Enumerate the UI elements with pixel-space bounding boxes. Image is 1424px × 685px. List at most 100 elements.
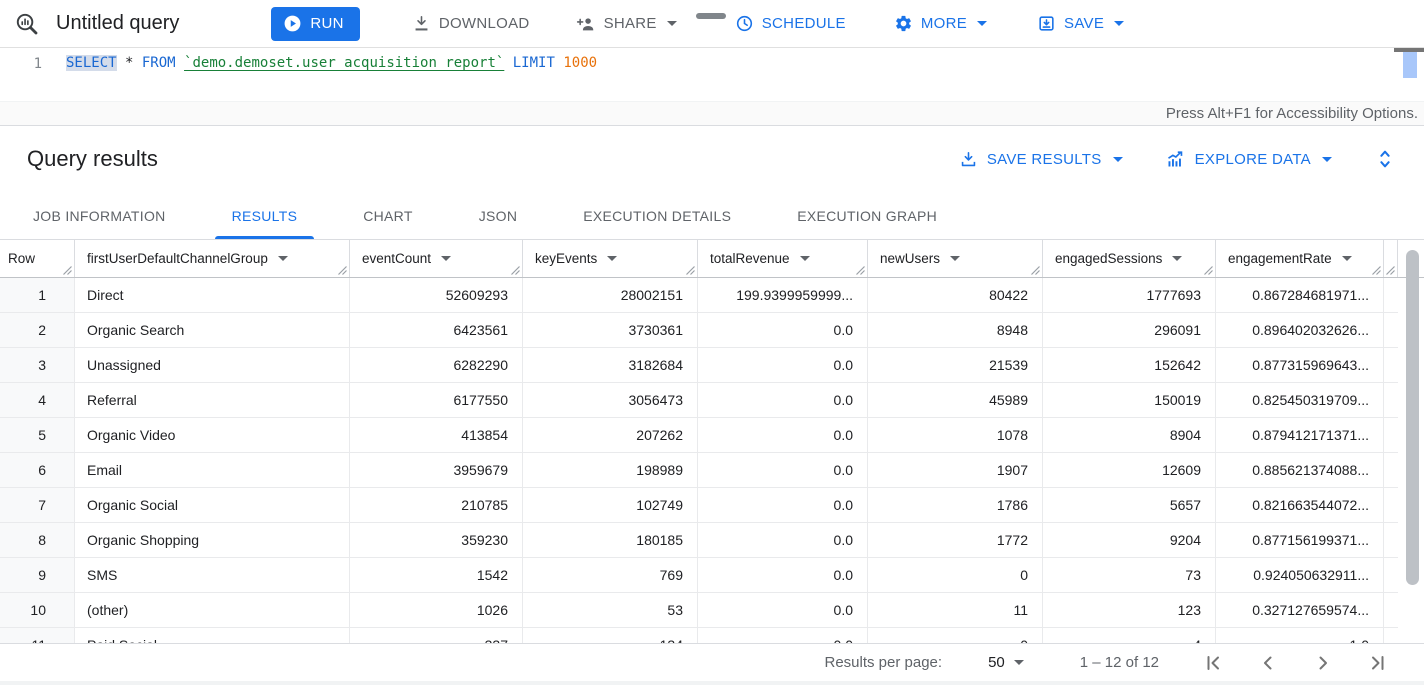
column-label: eventCount bbox=[362, 251, 432, 266]
table-cell: 134 bbox=[523, 628, 698, 643]
sql-star: * bbox=[116, 55, 142, 71]
sql-table-reference[interactable]: `demo.demoset.user_acquisition_report` bbox=[184, 55, 505, 71]
table-cell: Organic Video bbox=[75, 418, 350, 452]
page-size-select[interactable]: 50 bbox=[988, 654, 1024, 671]
column-header-row: Row bbox=[0, 240, 75, 277]
table-cell: 102749 bbox=[523, 488, 698, 522]
tab-chart[interactable]: CHART bbox=[363, 207, 413, 224]
tab-results[interactable]: RESULTS bbox=[199, 192, 331, 239]
row-number-cell: 5 bbox=[0, 418, 75, 452]
column-label: keyEvents bbox=[535, 251, 598, 266]
column-header-engagementRate[interactable]: engagementRate bbox=[1216, 240, 1384, 277]
tab-execution-details[interactable]: EXECUTION DETAILS bbox=[583, 207, 732, 224]
save-icon bbox=[1037, 14, 1056, 33]
resize-grip-icon[interactable] bbox=[1031, 266, 1040, 275]
sort-menu-icon[interactable] bbox=[1341, 256, 1352, 261]
resize-grip-icon[interactable] bbox=[511, 266, 520, 275]
table-cell: 12609 bbox=[1043, 453, 1216, 487]
table-scrollbar-thumb[interactable] bbox=[1406, 250, 1419, 585]
query-results-header: Query results SAVE RESULTS bbox=[0, 126, 1424, 192]
sort-menu-icon[interactable] bbox=[441, 256, 452, 261]
previous-page-button[interactable] bbox=[1256, 651, 1280, 675]
table-row: 9 SMS 1542 769 0.0 0 73 0.924050632911... bbox=[0, 558, 1398, 593]
tab-job-information[interactable]: JOB INFORMATION bbox=[33, 207, 166, 224]
table-cell: 1772 bbox=[868, 523, 1043, 557]
chevron-down-icon bbox=[977, 21, 988, 26]
resize-grip-icon[interactable] bbox=[1372, 266, 1381, 275]
sort-menu-icon[interactable] bbox=[1172, 256, 1183, 261]
last-page-button[interactable] bbox=[1366, 651, 1390, 675]
chart-icon bbox=[1165, 149, 1186, 170]
row-number-cell: 8 bbox=[0, 523, 75, 557]
table-row: 8 Organic Shopping 359230 180185 0.0 1772 9204… bbox=[0, 523, 1398, 558]
resize-grip-icon[interactable] bbox=[338, 266, 347, 275]
more-button[interactable]: MORE bbox=[894, 14, 988, 33]
sql-keyword-from: FROM bbox=[141, 55, 176, 71]
column-header-engagedSessions[interactable]: engagedSessions bbox=[1043, 240, 1216, 277]
table-cell: 0.867284681971... bbox=[1216, 278, 1384, 312]
table-cell: Paid Social bbox=[75, 628, 350, 643]
save-results-button[interactable]: SAVE RESULTS bbox=[959, 150, 1123, 169]
row-number-cell: 6 bbox=[0, 453, 75, 487]
sql-code-line[interactable]: SELECT * FROM `demo.demoset.user_acquisi… bbox=[66, 55, 597, 71]
tab-execution-graph[interactable]: EXECUTION GRAPH bbox=[797, 207, 938, 224]
column-label: newUsers bbox=[880, 251, 941, 266]
table-row: 6 Email 3959679 198989 0.0 1907 12609 0.8856213… bbox=[0, 453, 1398, 488]
editor-scrollbar-thumb[interactable] bbox=[1403, 52, 1417, 78]
column-header-totalRevenue[interactable]: totalRevenue bbox=[698, 240, 868, 277]
download-label: DOWNLOAD bbox=[438, 15, 530, 32]
sort-menu-icon[interactable] bbox=[950, 256, 961, 261]
more-label: MORE bbox=[920, 15, 968, 32]
save-results-label: SAVE RESULTS bbox=[986, 150, 1102, 168]
table-row: 4 Referral 6177550 3056473 0.0 45989 150019 0.8… bbox=[0, 383, 1398, 418]
table-cell: 1.0 bbox=[1216, 628, 1384, 643]
table-cell: 123 bbox=[1043, 593, 1216, 627]
column-header-firstUserDefaultChannelGroup[interactable]: firstUserDefaultChannelGroup bbox=[75, 240, 350, 277]
column-header-newUsers[interactable]: newUsers bbox=[868, 240, 1043, 277]
resize-grip-icon[interactable] bbox=[1386, 266, 1395, 275]
panel-splitter-handle[interactable] bbox=[696, 13, 726, 19]
row-number-cell: 1 bbox=[0, 278, 75, 312]
run-button[interactable]: RUN bbox=[271, 6, 360, 41]
share-button[interactable]: SHARE bbox=[576, 14, 677, 34]
resize-grip-icon[interactable] bbox=[1204, 266, 1213, 275]
resize-grip-icon[interactable] bbox=[686, 266, 695, 275]
table-cell: Organic Shopping bbox=[75, 523, 350, 557]
table-cell: 3056473 bbox=[523, 383, 698, 417]
table-cell: Direct bbox=[75, 278, 350, 312]
table-row: 1 Direct 52609293 28002151 199.9399959999...… bbox=[0, 278, 1398, 313]
table-cell: 0.924050632911... bbox=[1216, 558, 1384, 592]
sort-menu-icon[interactable] bbox=[277, 256, 288, 261]
download-button[interactable]: DOWNLOAD bbox=[412, 14, 530, 33]
schedule-label: SCHEDULE bbox=[761, 15, 846, 32]
table-cell: 296091 bbox=[1043, 313, 1216, 347]
results-actions: SAVE RESULTS EXPLORE DATA bbox=[959, 148, 1396, 170]
row-number-cell: 3 bbox=[0, 348, 75, 382]
table-cell: 207262 bbox=[523, 418, 698, 452]
table-cell: 9204 bbox=[1043, 523, 1216, 557]
sort-menu-icon[interactable] bbox=[607, 256, 618, 261]
accessibility-hint: Press Alt+F1 for Accessibility Options. bbox=[1165, 105, 1418, 122]
tab-json[interactable]: JSON bbox=[478, 207, 518, 224]
column-header-eventCount[interactable]: eventCount bbox=[350, 240, 523, 277]
row-number-cell: 7 bbox=[0, 488, 75, 522]
resize-grip-icon[interactable] bbox=[856, 266, 865, 275]
first-page-button[interactable] bbox=[1201, 651, 1225, 675]
explore-data-button[interactable]: EXPLORE DATA bbox=[1165, 149, 1332, 170]
next-page-button[interactable] bbox=[1311, 651, 1335, 675]
sql-editor[interactable]: 1 SELECT * FROM `demo.demoset.user_acqui… bbox=[0, 48, 1424, 101]
table-cell: 8948 bbox=[868, 313, 1043, 347]
resize-grip-icon[interactable] bbox=[63, 266, 72, 275]
sql-space bbox=[176, 55, 184, 71]
table-cell: 0 bbox=[868, 558, 1043, 592]
table-cell: (other) bbox=[75, 593, 350, 627]
sort-menu-icon[interactable] bbox=[799, 256, 810, 261]
page-title: Query results bbox=[27, 146, 158, 171]
save-button[interactable]: SAVE bbox=[1037, 14, 1125, 33]
table-cell: 1907 bbox=[868, 453, 1043, 487]
table-cell: 0.0 bbox=[698, 628, 868, 643]
schedule-button[interactable]: SCHEDULE bbox=[735, 14, 846, 33]
collapse-expand-button[interactable] bbox=[1374, 148, 1396, 170]
download-icon bbox=[412, 14, 431, 33]
column-header-keyEvents[interactable]: keyEvents bbox=[523, 240, 698, 277]
